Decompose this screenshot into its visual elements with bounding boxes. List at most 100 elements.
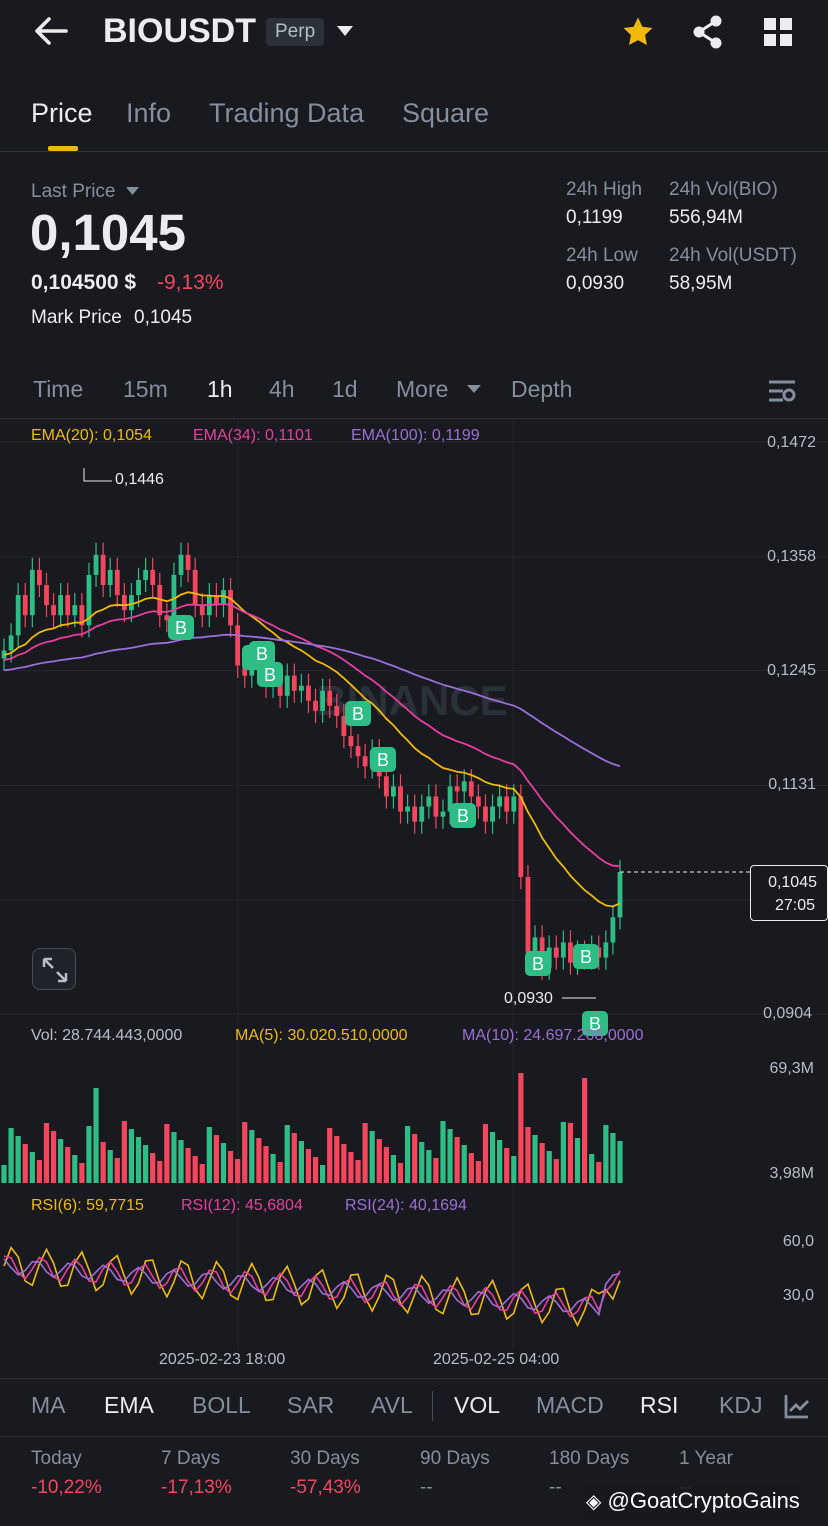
- expand-button[interactable]: [32, 948, 76, 990]
- volume-bar: [128, 1129, 135, 1183]
- candle-body: [150, 569, 156, 585]
- watermark-handle: ◈ @GoatCryptoGains: [580, 1486, 806, 1520]
- candle-body: [284, 675, 290, 696]
- x-tick: 2025-02-25 04:00: [433, 1351, 560, 1368]
- candle-body: [235, 625, 241, 666]
- volume-bar: [65, 1147, 71, 1183]
- tf-1d[interactable]: 1d: [332, 376, 358, 402]
- low-value: 0,0930: [566, 273, 625, 294]
- price-chart[interactable]: BINANCE BBBBBBBBBB: [0, 420, 828, 1378]
- ema-line: [3, 602, 621, 867]
- candle-body: [355, 746, 361, 757]
- star-icon[interactable]: [621, 15, 655, 49]
- volume-bar: [383, 1147, 389, 1183]
- chart-settings-icon[interactable]: [768, 379, 796, 403]
- vol-usdt-value: 58,95M: [669, 273, 733, 294]
- candle-body: [560, 942, 566, 958]
- volume-bar: [121, 1121, 127, 1183]
- ind-tab-boll[interactable]: BOLL: [192, 1392, 251, 1418]
- rsi-line: [3, 1255, 621, 1318]
- tf-15m[interactable]: 15m: [123, 376, 168, 402]
- volume-bar: [249, 1130, 255, 1183]
- candle-body: [419, 806, 425, 822]
- candle-body: [51, 605, 56, 616]
- volume-bar: [546, 1151, 552, 1183]
- volume-bar: [603, 1125, 609, 1183]
- candle-body: [610, 917, 616, 943]
- candle-body: [114, 569, 120, 596]
- perf-value: -10,22%: [31, 1477, 102, 1498]
- grid-icon[interactable]: [764, 18, 792, 46]
- diamond-icon: ◈: [586, 1491, 602, 1513]
- candle-body: [348, 736, 354, 747]
- ind-tab-sar[interactable]: SAR: [287, 1392, 335, 1418]
- volume-bar: [482, 1124, 489, 1183]
- candle-body: [468, 781, 474, 797]
- ind-tab-ema[interactable]: EMA: [104, 1392, 154, 1418]
- volume-bar: [525, 1127, 531, 1183]
- volume-tick: 69,3M: [769, 1060, 814, 1077]
- buy-marker: [525, 951, 551, 976]
- volume-bar: [36, 1160, 43, 1183]
- tab-price[interactable]: Price: [31, 98, 93, 128]
- volume-bar: [610, 1133, 616, 1183]
- symbol-title[interactable]: BIOUSDT: [103, 12, 256, 50]
- ema-line: [3, 591, 621, 908]
- perf-value: --: [420, 1477, 433, 1498]
- share-icon[interactable]: [691, 14, 725, 50]
- caret-down-icon[interactable]: [467, 384, 481, 394]
- tab-info[interactable]: Info: [126, 98, 172, 128]
- candle-body: [93, 554, 99, 575]
- tf-1h[interactable]: 1h: [207, 376, 233, 402]
- candle-body: [327, 690, 333, 706]
- watermark-text: @GoatCryptoGains: [607, 1488, 800, 1513]
- volume-bar: [15, 1136, 21, 1183]
- indicator-settings-icon[interactable]: [784, 1393, 810, 1419]
- buy-marker: [370, 747, 396, 772]
- tf-time[interactable]: Time: [33, 376, 84, 402]
- volume-bar: [58, 1139, 64, 1183]
- tf-more[interactable]: More: [396, 376, 449, 402]
- ind-tab-rsi[interactable]: RSI: [640, 1392, 679, 1418]
- caret-down-icon[interactable]: [126, 186, 139, 196]
- buy-marker-label: B: [589, 1014, 601, 1034]
- volume-bar: [22, 1144, 28, 1183]
- ind-tab-macd[interactable]: MACD: [536, 1392, 604, 1418]
- ind-tab-vol[interactable]: VOL: [454, 1392, 501, 1418]
- candle-body: [121, 595, 127, 611]
- candle-body: [504, 796, 510, 812]
- volume-bar: [348, 1152, 354, 1183]
- tab-square[interactable]: Square: [402, 98, 490, 128]
- volume-bar: [100, 1142, 106, 1183]
- back-arrow-icon[interactable]: [34, 16, 68, 46]
- ind-tab-avl[interactable]: AVL: [371, 1392, 413, 1418]
- high-marker: 0,1446: [115, 471, 164, 488]
- rsi12-label: RSI(12): 45,6804: [181, 1197, 303, 1214]
- candle-body: [100, 554, 106, 585]
- mark-price: 0,1045: [134, 307, 193, 328]
- volume-bar: [29, 1152, 35, 1183]
- candle-body: [306, 685, 311, 701]
- volume-bar: [1, 1165, 7, 1183]
- ind-tab-kdj[interactable]: KDJ: [719, 1392, 763, 1418]
- candle-body: [497, 796, 503, 807]
- caret-down-icon[interactable]: [336, 24, 354, 38]
- candle-body: [15, 595, 21, 636]
- ind-tab-ma[interactable]: MA: [31, 1392, 66, 1418]
- volume-bar: [93, 1088, 99, 1183]
- chart-grid: [0, 420, 828, 1350]
- volume-bar: [43, 1123, 50, 1183]
- volume-bar: [206, 1127, 212, 1183]
- tab-trading-data[interactable]: Trading Data: [209, 98, 365, 128]
- last-price-label[interactable]: Last Price: [31, 181, 116, 202]
- volume-bar: [263, 1146, 269, 1183]
- candle-body: [79, 605, 85, 626]
- perp-badge: Perp: [266, 18, 325, 46]
- candle-body: [29, 569, 35, 616]
- volume-bar: [178, 1140, 184, 1183]
- volume-bar: [376, 1139, 382, 1183]
- candle-body: [37, 569, 42, 585]
- tf-depth[interactable]: Depth: [511, 376, 573, 402]
- ema-line: [3, 633, 621, 767]
- tf-4h[interactable]: 4h: [269, 376, 295, 402]
